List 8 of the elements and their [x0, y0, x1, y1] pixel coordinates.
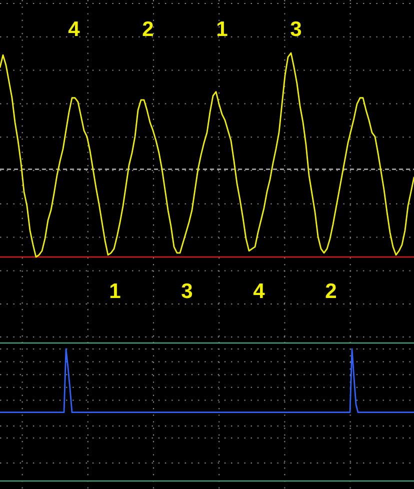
text: 2 — [142, 18, 154, 41]
text: 2 — [325, 280, 337, 303]
text: 1 — [109, 280, 122, 303]
text: 3 — [181, 280, 193, 303]
text: 4 — [68, 18, 80, 41]
text: 4 — [253, 280, 266, 303]
text: 1 — [216, 18, 228, 41]
text: 3 — [290, 18, 302, 41]
